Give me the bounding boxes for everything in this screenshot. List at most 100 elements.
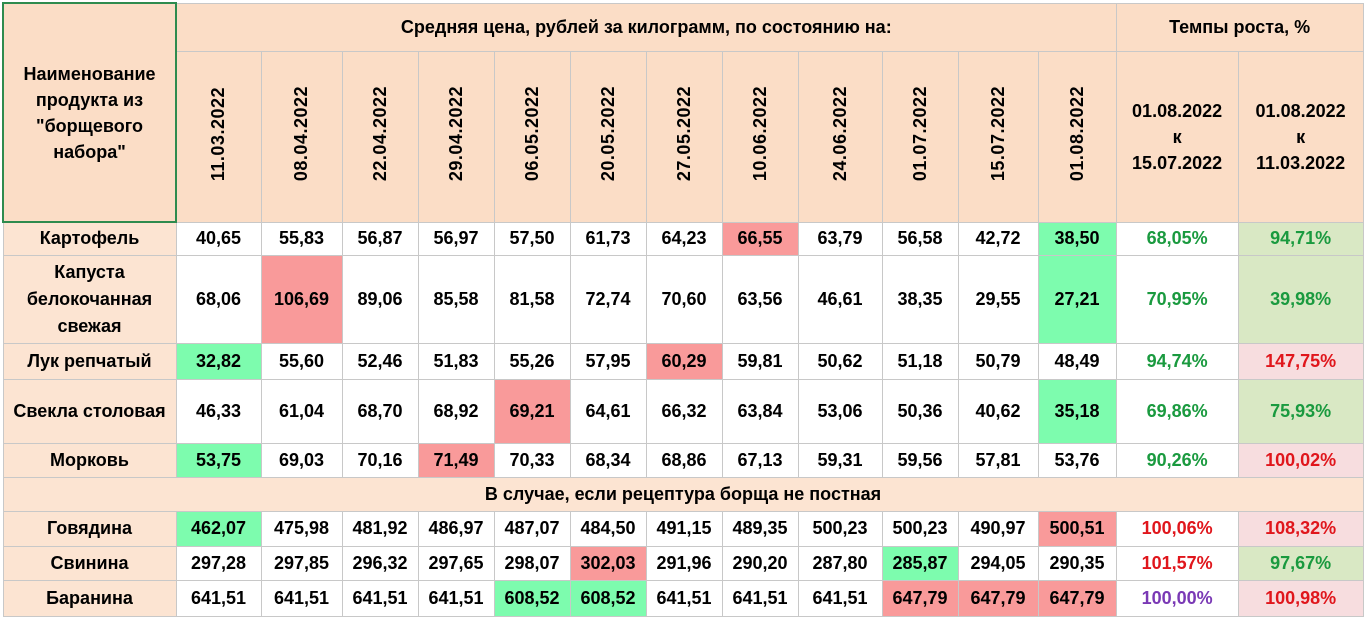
- price-cell[interactable]: 67,13: [721, 442, 799, 478]
- price-cell[interactable]: 608,52: [569, 579, 647, 617]
- price-cell[interactable]: 50,62: [797, 342, 883, 380]
- rate-vs-start-cell[interactable]: 147,75%: [1237, 342, 1364, 380]
- product-name-header[interactable]: Наименование продукта из "борщевого набо…: [2, 2, 177, 223]
- price-cell[interactable]: 68,92: [417, 378, 495, 444]
- price-cell[interactable]: 70,16: [341, 442, 419, 478]
- price-cell[interactable]: 302,03: [569, 545, 647, 581]
- price-cell[interactable]: 70,33: [493, 442, 571, 478]
- price-cell[interactable]: 59,31: [797, 442, 883, 478]
- price-cell[interactable]: 68,34: [569, 442, 647, 478]
- product-name[interactable]: Баранина: [2, 579, 177, 617]
- price-cell[interactable]: 641,51: [645, 579, 723, 617]
- price-cell[interactable]: 69,03: [260, 442, 343, 478]
- price-cell[interactable]: 51,83: [417, 342, 495, 380]
- rate-vs-prev-cell[interactable]: 70,95%: [1115, 254, 1239, 344]
- price-cell[interactable]: 56,87: [341, 221, 419, 256]
- rate-vs-prev-cell[interactable]: 90,26%: [1115, 442, 1239, 478]
- price-cell[interactable]: 641,51: [341, 579, 419, 617]
- price-cell[interactable]: 61,73: [569, 221, 647, 256]
- price-cell[interactable]: 641,51: [175, 579, 262, 617]
- price-cell[interactable]: 484,50: [569, 510, 647, 547]
- price-cell[interactable]: 40,62: [957, 378, 1039, 444]
- price-cell[interactable]: 38,50: [1037, 221, 1117, 256]
- price-cell[interactable]: 40,65: [175, 221, 262, 256]
- product-name[interactable]: Лук репчатый: [2, 342, 177, 380]
- price-cell[interactable]: 297,85: [260, 545, 343, 581]
- price-cell[interactable]: 287,80: [797, 545, 883, 581]
- price-cell[interactable]: 63,56: [721, 254, 799, 344]
- price-cell[interactable]: 46,33: [175, 378, 262, 444]
- rate-vs-start-cell[interactable]: 100,98%: [1237, 579, 1364, 617]
- price-cell[interactable]: 51,18: [881, 342, 959, 380]
- price-cell[interactable]: 500,23: [881, 510, 959, 547]
- product-name[interactable]: Морковь: [2, 442, 177, 478]
- price-cell[interactable]: 53,06: [797, 378, 883, 444]
- price-cell[interactable]: 297,28: [175, 545, 262, 581]
- price-cell[interactable]: 85,58: [417, 254, 495, 344]
- price-cell[interactable]: 296,32: [341, 545, 419, 581]
- price-cell[interactable]: 68,86: [645, 442, 723, 478]
- price-cell[interactable]: 55,60: [260, 342, 343, 380]
- price-cell[interactable]: 490,97: [957, 510, 1039, 547]
- price-cell[interactable]: 294,05: [957, 545, 1039, 581]
- price-cell[interactable]: 641,51: [417, 579, 495, 617]
- price-cell[interactable]: 647,79: [881, 579, 959, 617]
- price-cell[interactable]: 42,72: [957, 221, 1039, 256]
- price-cell[interactable]: 69,21: [493, 378, 571, 444]
- product-name[interactable]: Картофель: [2, 221, 177, 256]
- price-cell[interactable]: 285,87: [881, 545, 959, 581]
- price-cell[interactable]: 297,65: [417, 545, 495, 581]
- price-cell[interactable]: 59,81: [721, 342, 799, 380]
- price-cell[interactable]: 63,84: [721, 378, 799, 444]
- rate-vs-start-cell[interactable]: 108,32%: [1237, 510, 1364, 547]
- price-cell[interactable]: 491,15: [645, 510, 723, 547]
- price-cell[interactable]: 53,75: [175, 442, 262, 478]
- price-cell[interactable]: 291,96: [645, 545, 723, 581]
- price-cell[interactable]: 608,52: [493, 579, 571, 617]
- price-cell[interactable]: 500,51: [1037, 510, 1117, 547]
- price-cell[interactable]: 29,55: [957, 254, 1039, 344]
- price-cell[interactable]: 50,79: [957, 342, 1039, 380]
- price-cell[interactable]: 46,61: [797, 254, 883, 344]
- product-name[interactable]: Говядина: [2, 510, 177, 547]
- price-cell[interactable]: 489,35: [721, 510, 799, 547]
- price-cell[interactable]: 35,18: [1037, 378, 1117, 444]
- price-cell[interactable]: 63,79: [797, 221, 883, 256]
- price-cell[interactable]: 55,83: [260, 221, 343, 256]
- rate-vs-prev-cell[interactable]: 100,00%: [1115, 579, 1239, 617]
- price-cell[interactable]: 500,23: [797, 510, 883, 547]
- price-cell[interactable]: 106,69: [260, 254, 343, 344]
- price-cell[interactable]: 641,51: [797, 579, 883, 617]
- price-cell[interactable]: 32,82: [175, 342, 262, 380]
- price-cell[interactable]: 64,61: [569, 378, 647, 444]
- price-cell[interactable]: 70,60: [645, 254, 723, 344]
- price-cell[interactable]: 61,04: [260, 378, 343, 444]
- price-cell[interactable]: 66,55: [721, 221, 799, 256]
- price-cell[interactable]: 66,32: [645, 378, 723, 444]
- price-cell[interactable]: 462,07: [175, 510, 262, 547]
- rate-vs-prev-cell[interactable]: 94,74%: [1115, 342, 1239, 380]
- price-cell[interactable]: 475,98: [260, 510, 343, 547]
- price-cell[interactable]: 50,36: [881, 378, 959, 444]
- rate-vs-start-cell[interactable]: 97,67%: [1237, 545, 1364, 581]
- price-cell[interactable]: 290,20: [721, 545, 799, 581]
- rate-vs-start-cell[interactable]: 75,93%: [1237, 378, 1364, 444]
- rate-vs-prev-cell[interactable]: 68,05%: [1115, 221, 1239, 256]
- price-cell[interactable]: 487,07: [493, 510, 571, 547]
- price-cell[interactable]: 53,76: [1037, 442, 1117, 478]
- rate-vs-start-cell[interactable]: 100,02%: [1237, 442, 1364, 478]
- price-cell[interactable]: 647,79: [957, 579, 1039, 617]
- product-name[interactable]: Капуста белокочанная свежая: [2, 254, 177, 344]
- price-cell[interactable]: 52,46: [341, 342, 419, 380]
- product-name[interactable]: Свекла столовая: [2, 378, 177, 444]
- price-cell[interactable]: 290,35: [1037, 545, 1117, 581]
- rate-vs-start-cell[interactable]: 39,98%: [1237, 254, 1364, 344]
- rate-vs-prev-cell[interactable]: 100,06%: [1115, 510, 1239, 547]
- price-cell[interactable]: 68,70: [341, 378, 419, 444]
- price-cell[interactable]: 27,21: [1037, 254, 1117, 344]
- price-cell[interactable]: 481,92: [341, 510, 419, 547]
- price-cell[interactable]: 57,81: [957, 442, 1039, 478]
- price-cell[interactable]: 68,06: [175, 254, 262, 344]
- price-cell[interactable]: 64,23: [645, 221, 723, 256]
- price-cell[interactable]: 56,97: [417, 221, 495, 256]
